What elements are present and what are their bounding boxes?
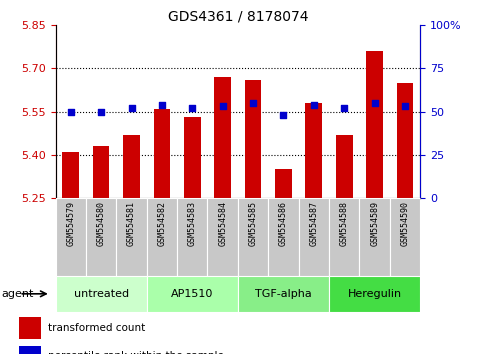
Bar (177, 198, 208, 276)
Point (97, 109, 105, 114)
Bar (305, 103, 322, 198)
Bar (366, 51, 383, 198)
Text: GSM554582: GSM554582 (157, 201, 167, 246)
Text: GSM554583: GSM554583 (188, 201, 197, 246)
Text: transformed count: transformed count (48, 323, 145, 333)
Bar (245, 80, 261, 198)
Bar (336, 135, 353, 198)
Text: GSM554580: GSM554580 (97, 201, 106, 246)
Bar (329, 276, 420, 312)
Text: GSM554584: GSM554584 (218, 201, 227, 246)
Point (310, 102, 318, 107)
Bar (397, 82, 413, 198)
Text: AP1510: AP1510 (171, 289, 213, 299)
Bar (56, 276, 147, 312)
Title: GDS4361 / 8178074: GDS4361 / 8178074 (168, 10, 308, 24)
Bar (116, 198, 147, 276)
Text: GSM554590: GSM554590 (400, 201, 410, 246)
Text: GSM554589: GSM554589 (370, 201, 379, 246)
Bar (147, 198, 177, 276)
Point (401, 103, 409, 109)
Text: GSM554586: GSM554586 (279, 201, 288, 246)
Bar (359, 198, 390, 276)
Bar (86, 198, 116, 276)
Point (219, 103, 227, 109)
Text: TGF-alpha: TGF-alpha (255, 289, 312, 299)
Point (371, 100, 379, 105)
Point (158, 102, 166, 107)
Bar (275, 169, 292, 198)
Text: percentile rank within the sample: percentile rank within the sample (48, 352, 224, 354)
Bar (268, 198, 298, 276)
Bar (184, 117, 200, 198)
Bar (56, 198, 86, 276)
Text: GSM554587: GSM554587 (309, 201, 318, 246)
Bar (238, 276, 329, 312)
Text: agent: agent (1, 289, 34, 299)
Bar (62, 152, 79, 198)
Text: GSM554579: GSM554579 (66, 201, 75, 246)
Bar (390, 198, 420, 276)
Bar (123, 135, 140, 198)
Bar (298, 198, 329, 276)
Point (67, 109, 74, 114)
Text: GSM554588: GSM554588 (340, 201, 349, 246)
Text: untreated: untreated (73, 289, 128, 299)
Point (128, 105, 135, 111)
Point (249, 100, 257, 105)
Point (341, 105, 348, 111)
Bar (214, 77, 231, 198)
Bar (329, 198, 359, 276)
Point (280, 112, 287, 118)
Bar (19, 346, 41, 354)
Bar (208, 198, 238, 276)
Bar (147, 276, 238, 312)
Bar (238, 198, 268, 276)
Bar (154, 109, 170, 198)
Text: GSM554581: GSM554581 (127, 201, 136, 246)
Bar (93, 146, 110, 198)
Text: Heregulin: Heregulin (348, 289, 402, 299)
Point (188, 105, 196, 111)
Text: GSM554585: GSM554585 (249, 201, 257, 246)
Bar (19, 317, 41, 339)
